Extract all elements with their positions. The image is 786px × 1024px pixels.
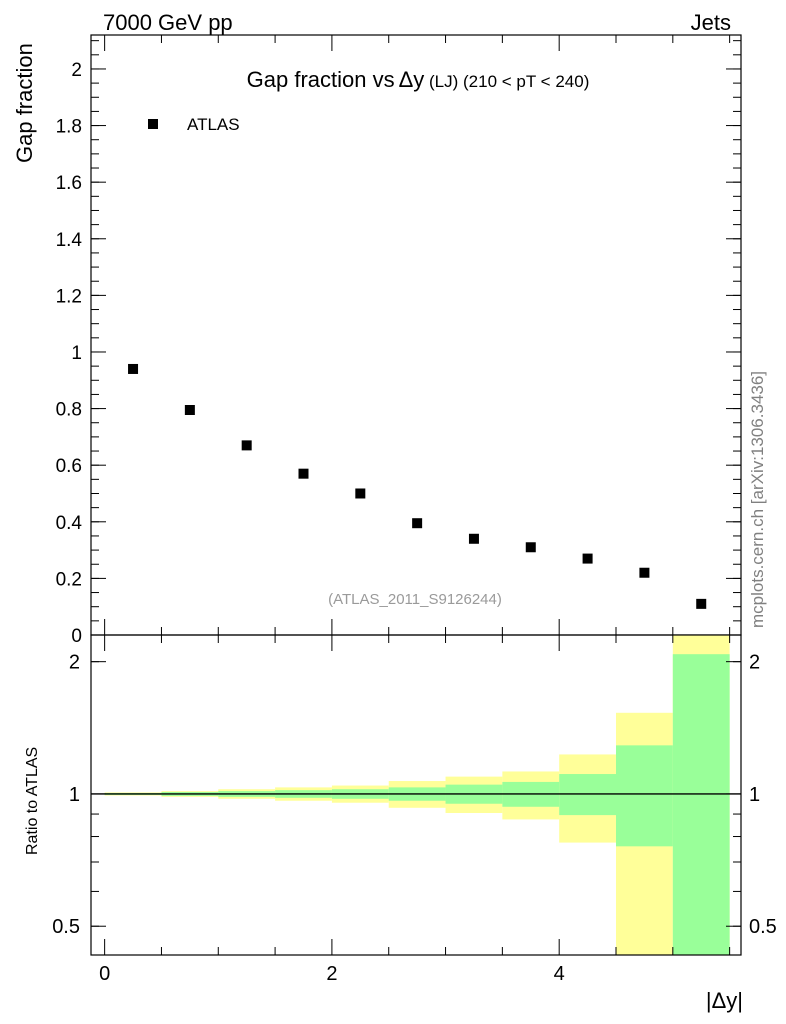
data-point (298, 468, 309, 479)
ratio-x-axis: 0 2 4 (99, 635, 731, 985)
energy-label: 7000 GeV pp (103, 10, 233, 35)
x-tick-label: 0 (99, 963, 110, 985)
main-y-tick-label: 2 (71, 60, 82, 81)
main-y-tick-label: 0.6 (56, 456, 82, 477)
main-y-tick-label: 0 (71, 626, 82, 647)
ratio-frame (90, 634, 742, 956)
data-point (241, 440, 252, 451)
x-tick-label: 4 (554, 963, 565, 985)
data-point (582, 553, 593, 564)
main-y-tick-label: 1.8 (56, 117, 82, 138)
main-y-axis: 0 0.2 0.4 0.6 0.8 1 1.2 1.4 1.6 1.8 2 (56, 40, 741, 647)
data-points (128, 363, 707, 609)
title-symbol: Δy (399, 67, 425, 92)
data-point (355, 488, 366, 499)
main-title: Gap fraction vs Δy (LJ) (210 < pT < 240) (247, 67, 590, 92)
ratio-xlabel: |Δy| (706, 988, 743, 1013)
ratio-y-tick-label: 0.5 (52, 916, 80, 938)
legend-label: ATLAS (187, 115, 240, 134)
title-suffix: (LJ) (210 < pT < 240) (424, 72, 589, 91)
main-y-tick-label: 1.4 (56, 230, 83, 251)
ratio-ylabel: Ratio to ATLAS (24, 747, 41, 855)
title-prefix: Gap fraction vs (247, 67, 395, 92)
main-y-tick-label: 1.2 (56, 286, 82, 307)
main-y-tick-label: 1.6 (56, 173, 82, 194)
main-y-tick-label: 1 (71, 343, 82, 364)
process-label: Jets (691, 10, 731, 35)
legend-marker (148, 119, 158, 129)
data-point (639, 567, 650, 578)
ratio-y-axis: 0.5 0.5 1 1 2 2 (52, 652, 777, 939)
ratio-y-tick-label-right: 2 (749, 652, 760, 674)
ratio-y-tick-label: 2 (69, 652, 80, 674)
main-y-tick-label: 0.4 (56, 513, 83, 534)
data-point (128, 363, 139, 374)
ratio-y-tick-label: 1 (69, 784, 80, 806)
ratio-y-tick-label-right: 0.5 (749, 916, 777, 938)
analysis-label: (ATLAS_2011_S9126244) (328, 591, 502, 608)
x-tick-label: 2 (326, 963, 337, 985)
main-ylabel: Gap fraction (12, 43, 37, 163)
data-point (696, 598, 707, 609)
uncertainty-bands (104, 635, 730, 955)
main-y-tick-label: 0.2 (56, 569, 82, 590)
ratio-y-tick-label-right: 1 (749, 784, 760, 806)
data-point (184, 405, 195, 415)
data-point (468, 533, 479, 544)
main-x-axis (104, 35, 731, 635)
data-point (525, 542, 536, 553)
main-y-tick-label: 0.8 (56, 400, 82, 421)
data-point (412, 518, 423, 529)
uncertainty-band-bin (616, 745, 673, 847)
watermark: mcplots.cern.ch [arXiv:1306.3436] (748, 371, 767, 628)
uncertainty-band-bin (672, 654, 730, 955)
